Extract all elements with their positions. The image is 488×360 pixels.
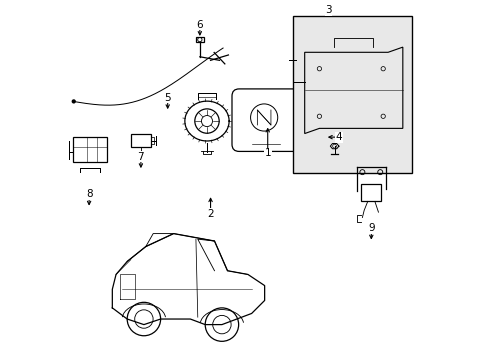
Bar: [131, 134, 150, 148]
Bar: [361, 184, 381, 202]
Text: 9: 9: [367, 223, 374, 233]
Bar: [73, 137, 107, 162]
Bar: [195, 37, 203, 42]
Text: 7: 7: [137, 152, 144, 162]
Text: 4: 4: [335, 132, 342, 142]
Text: 1: 1: [264, 148, 270, 158]
Text: 5: 5: [164, 93, 171, 103]
Text: 6: 6: [196, 19, 203, 30]
Text: 2: 2: [207, 209, 213, 219]
Text: 8: 8: [85, 189, 92, 199]
Bar: [292, 16, 411, 173]
Circle shape: [71, 99, 76, 104]
Text: 3: 3: [325, 5, 331, 15]
